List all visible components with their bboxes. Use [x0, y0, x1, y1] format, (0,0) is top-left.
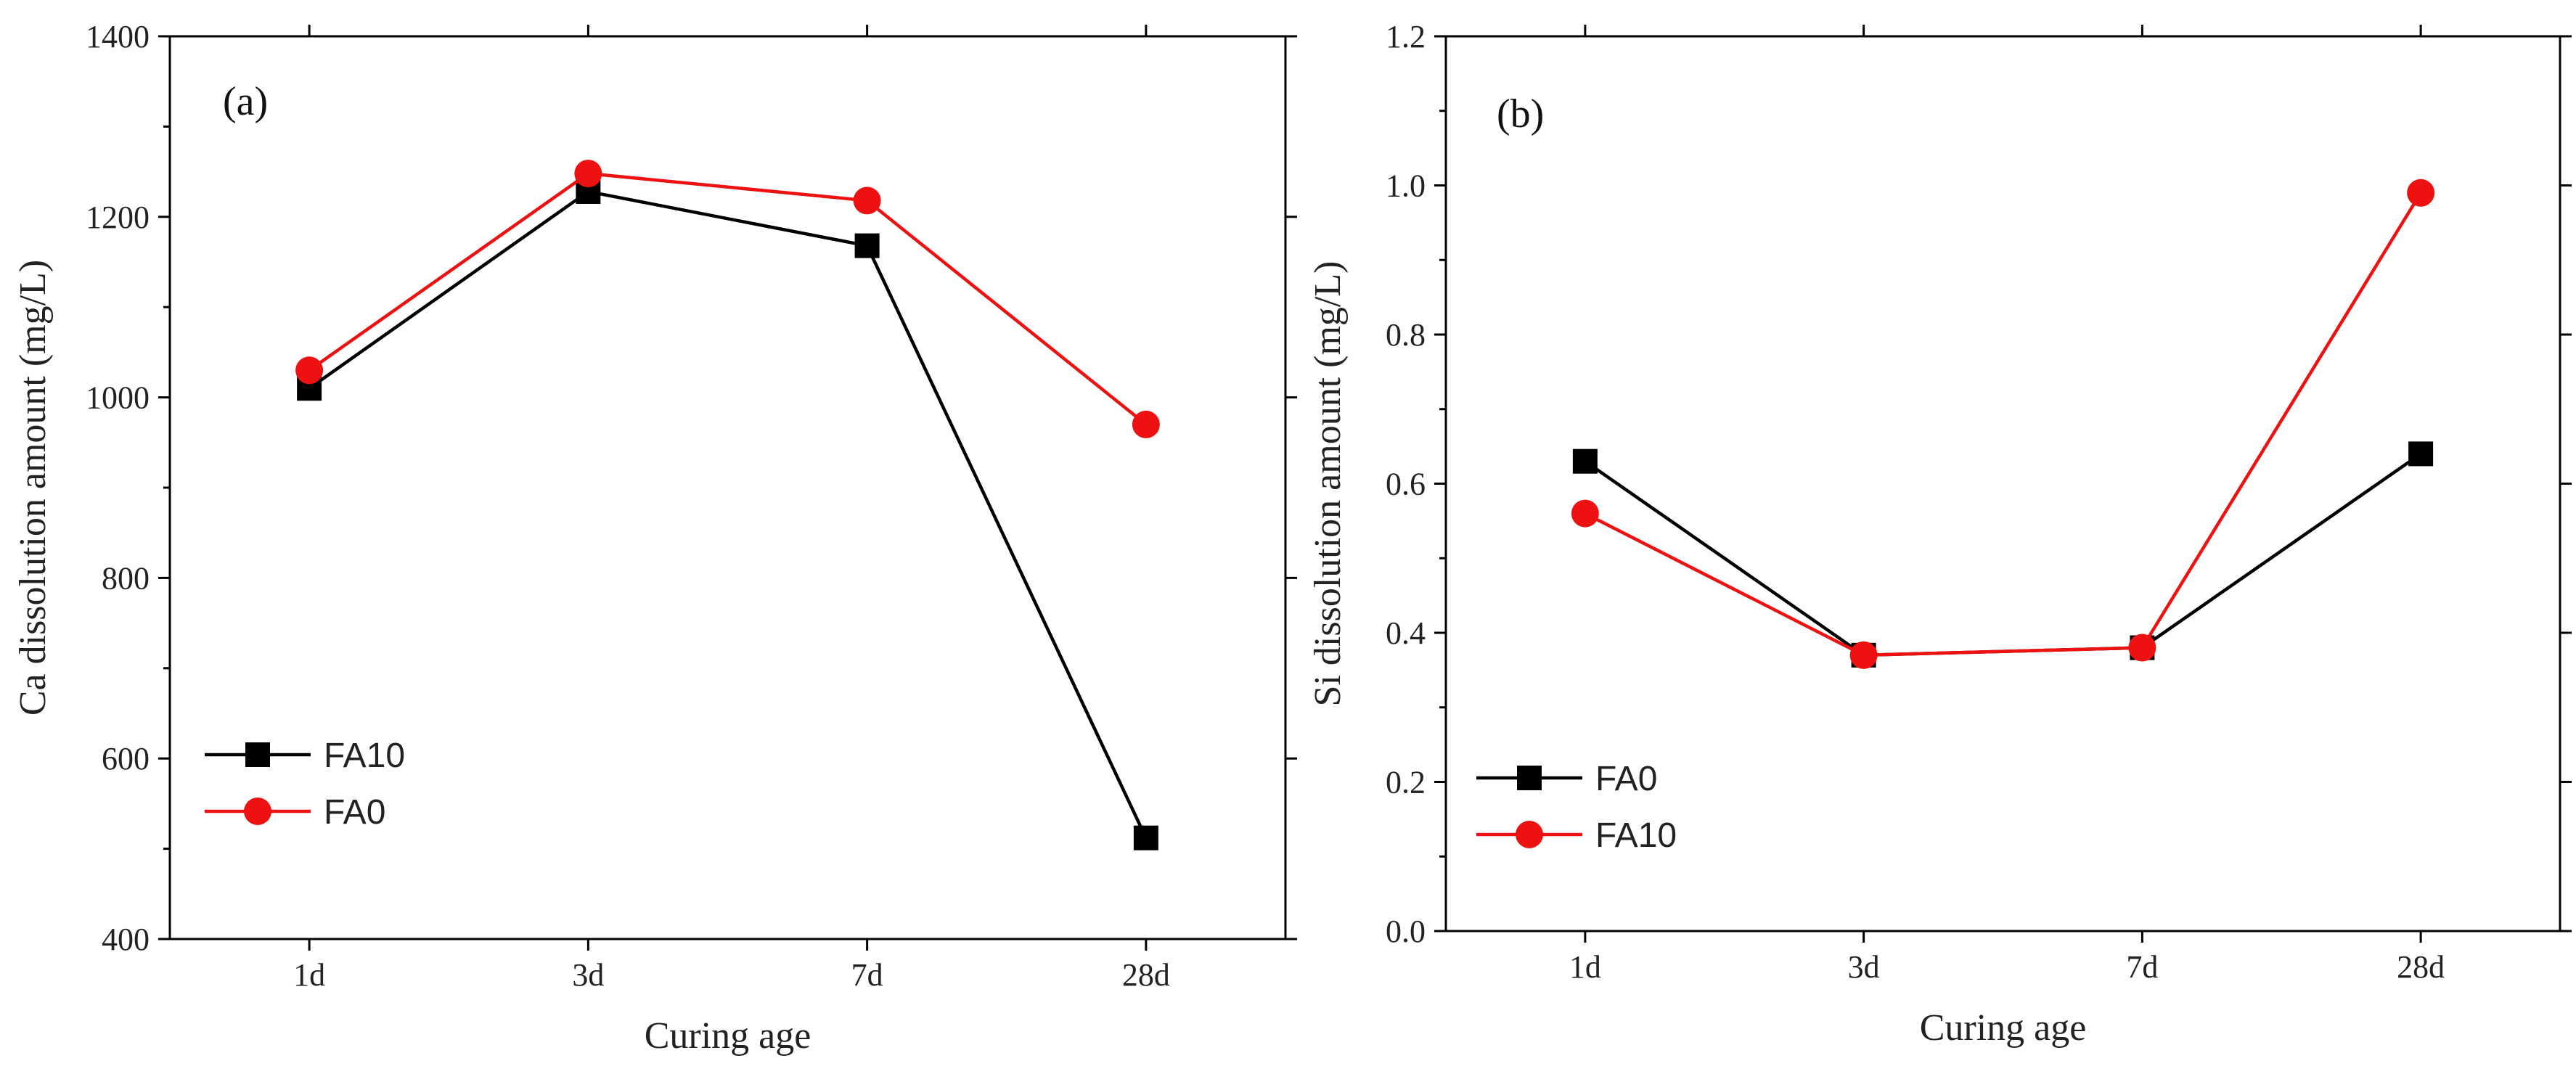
y-tick-label: 400 — [102, 922, 150, 957]
x-tick-label: 1d — [293, 957, 325, 993]
y-tick-label: 1000 — [86, 380, 150, 416]
x-axis-title: Curing age — [645, 1015, 811, 1057]
legend-label-fa10: FA10 — [1595, 816, 1677, 855]
x-tick-label: 3d — [572, 957, 604, 993]
legend-label-fa0: FA0 — [1595, 760, 1657, 798]
data-point-fa0 — [2408, 441, 2434, 467]
y-tick-label: 800 — [102, 560, 150, 596]
data-point-fa10 — [1571, 499, 1599, 528]
legend-marker-fa10 — [245, 742, 270, 767]
legend-label-fa10: FA10 — [324, 737, 405, 775]
data-point-fa0 — [1572, 448, 1598, 474]
data-point-fa10 — [854, 233, 880, 258]
legend-marker-fa10 — [1516, 821, 1543, 848]
data-point-fa0 — [1132, 410, 1160, 438]
x-tick-label: 7d — [2126, 949, 2158, 985]
y-tick-label: 0.6 — [1386, 467, 1426, 502]
series-line-fa0 — [1584, 452, 2422, 657]
y-tick-label: 0.0 — [1386, 914, 1426, 949]
panel-label: (b) — [1497, 91, 1544, 136]
chart-panel-a: 400 600 800 1000 1200 1400 1d 3d 7d 28d Curing age… — [12, 19, 1297, 1057]
y-axis-title: Si dissolution amount (mg/L) — [1307, 261, 1349, 707]
data-point-fa0 — [295, 356, 324, 385]
legend-label-fa0: FA0 — [324, 793, 385, 832]
data-point-fa10 — [2407, 179, 2435, 207]
data-point-fa0 — [853, 186, 881, 215]
legend-marker-fa0 — [1517, 766, 1542, 790]
data-point-fa0 — [574, 160, 602, 188]
x-axis-title: Curing age — [1920, 1007, 2087, 1049]
y-tick-label: 1.2 — [1386, 19, 1426, 54]
panel-label: (a) — [223, 79, 268, 124]
y-tick-label: 1400 — [86, 19, 150, 54]
series-line-fa0 — [308, 171, 1148, 426]
x-tick-label: 3d — [1848, 949, 1880, 985]
series-line-fa10 — [308, 189, 1148, 839]
y-tick-label: 0.8 — [1386, 317, 1426, 353]
y-tick-label: 1.0 — [1386, 168, 1426, 204]
data-point-fa10 — [1133, 825, 1158, 850]
data-point-fa10 — [2128, 634, 2156, 662]
y-tick-label: 1200 — [86, 200, 150, 235]
x-tick-label: 28d — [1122, 957, 1170, 993]
data-point-fa10 — [1849, 641, 1878, 669]
series-line-fa10 — [1584, 192, 2423, 657]
chart-panel-b: 0.0 0.2 0.4 0.6 0.8 1.0 1.2 1d 3d 7d 28d Curing age… — [1307, 19, 2572, 1049]
x-tick-label: 1d — [1569, 949, 1601, 985]
legend-marker-fa0 — [244, 798, 271, 825]
y-tick-label: 0.2 — [1386, 765, 1426, 800]
y-tick-label: 600 — [102, 741, 150, 776]
x-tick-label: 28d — [2397, 949, 2445, 985]
y-axis-title: Ca dissolution amount (mg/L) — [12, 260, 54, 716]
y-tick-label: 0.4 — [1386, 615, 1426, 651]
x-tick-label: 7d — [851, 957, 883, 993]
